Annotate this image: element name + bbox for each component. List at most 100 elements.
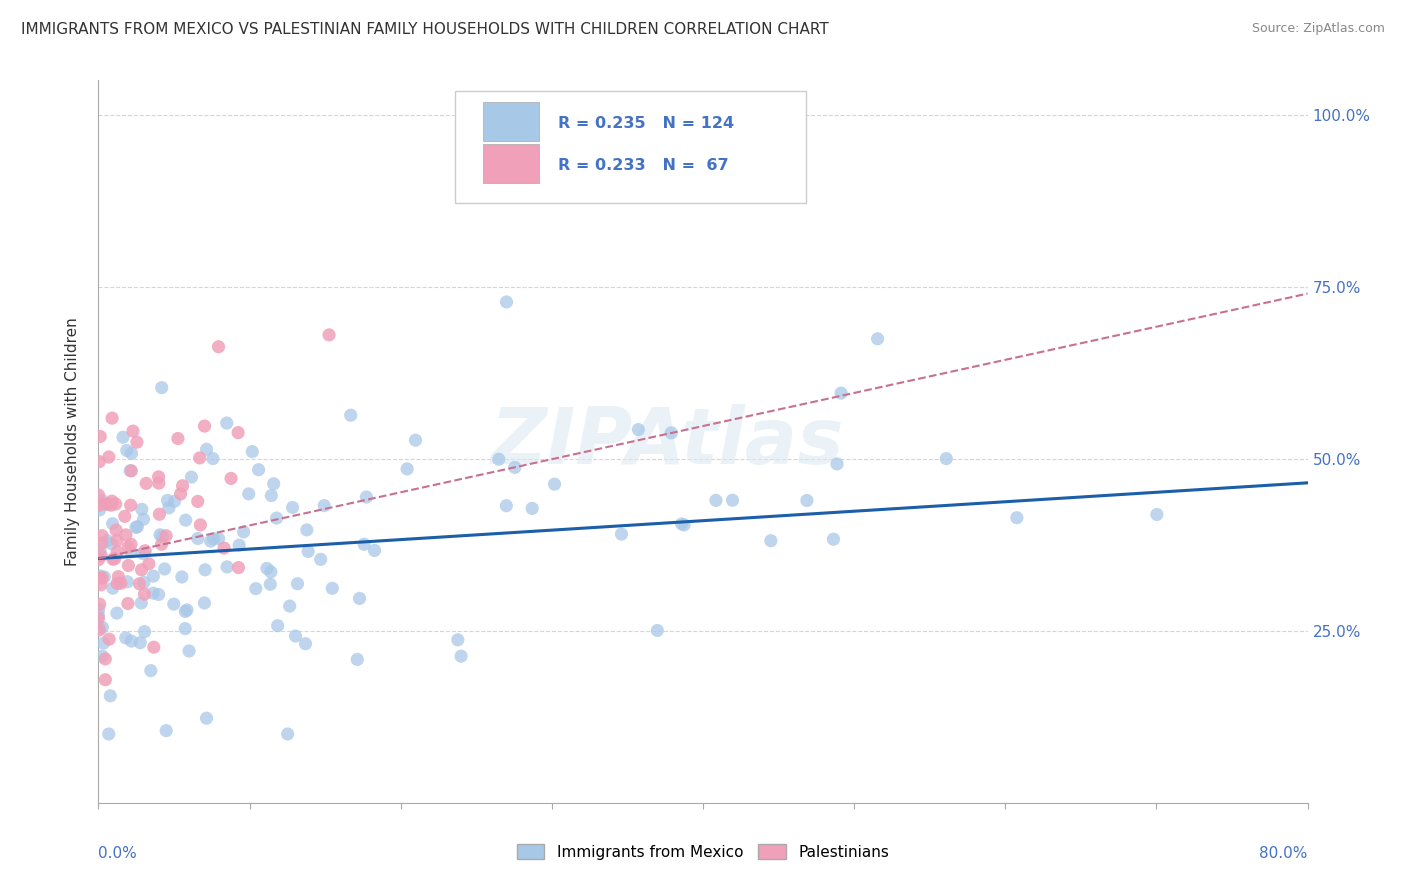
Point (256, 561, 278, 575)
Point (91, 620, 114, 634)
Point (339, 408, 361, 422)
Point (163, 597, 186, 611)
Point (263, 476, 285, 491)
Point (134, 543, 156, 558)
Point (200, 534, 222, 549)
Point (673, 517, 696, 532)
Point (117, 574, 139, 589)
Point (647, 624, 669, 638)
Point (284, 629, 307, 643)
Point (114, 631, 136, 645)
Point (176, 603, 198, 617)
Point (104, 497, 127, 511)
Point (278, 599, 301, 613)
Point (260, 489, 283, 503)
Point (134, 587, 156, 601)
Point (212, 541, 235, 555)
Point (120, 544, 142, 558)
Point (447, 632, 470, 647)
Point (240, 444, 263, 458)
Point (627, 423, 650, 437)
Point (759, 533, 782, 548)
Text: ZIPAtlas: ZIPAtlas (489, 403, 844, 480)
Point (131, 502, 153, 516)
Point (495, 499, 517, 513)
Point (120, 464, 142, 478)
Point (488, 452, 510, 467)
Text: R = 0.233   N =  67: R = 0.233 N = 67 (558, 158, 728, 173)
Point (318, 327, 340, 342)
Point (131, 563, 153, 577)
Point (823, 532, 845, 546)
Point (193, 596, 215, 610)
Point (120, 537, 142, 551)
Point (266, 618, 288, 632)
Point (105, 606, 128, 620)
Point (190, 517, 212, 532)
Point (281, 500, 304, 515)
Point (121, 446, 143, 460)
Point (148, 587, 170, 601)
Point (105, 545, 128, 559)
Point (101, 581, 124, 595)
Point (90, 549, 112, 563)
Point (194, 563, 217, 577)
Point (247, 463, 270, 477)
Point (87, 611, 110, 625)
Point (89, 623, 111, 637)
Point (97, 727, 120, 741)
Point (321, 582, 343, 596)
Point (139, 664, 162, 678)
Point (120, 634, 142, 648)
Point (150, 530, 173, 544)
Point (91, 649, 114, 664)
Point (170, 570, 193, 584)
FancyBboxPatch shape (482, 144, 538, 183)
Point (128, 576, 150, 591)
Point (503, 460, 526, 475)
Point (172, 479, 194, 493)
Point (149, 528, 172, 542)
Point (287, 576, 309, 591)
Point (226, 425, 249, 440)
Point (98, 689, 121, 703)
Point (157, 500, 180, 515)
Point (117, 558, 139, 573)
Point (935, 451, 957, 466)
Point (260, 565, 283, 579)
Point (90, 578, 112, 592)
Point (104, 551, 127, 566)
Point (704, 493, 727, 508)
Point (87, 602, 110, 616)
Point (94, 652, 117, 666)
Point (201, 451, 224, 466)
Point (259, 577, 281, 591)
Point (659, 425, 682, 440)
Point (153, 562, 176, 576)
Point (87, 488, 110, 502)
Point (543, 477, 565, 491)
Point (115, 443, 138, 458)
Point (405, 433, 427, 447)
Point (127, 519, 149, 533)
Point (114, 509, 136, 524)
Point (93, 497, 115, 511)
Text: Source: ZipAtlas.com: Source: ZipAtlas.com (1251, 22, 1385, 36)
Point (111, 430, 134, 444)
Point (94, 673, 117, 687)
Point (134, 624, 156, 639)
Point (155, 723, 177, 738)
Point (101, 411, 124, 425)
Point (187, 532, 209, 546)
Point (93, 636, 115, 650)
Point (101, 552, 124, 566)
Point (1005, 510, 1028, 524)
Point (142, 640, 165, 655)
Point (450, 649, 472, 664)
Text: R = 0.235   N = 124: R = 0.235 N = 124 (558, 117, 734, 131)
Point (91, 528, 114, 542)
Point (105, 523, 128, 537)
Point (125, 520, 148, 534)
Point (610, 527, 633, 541)
Point (97, 497, 120, 511)
